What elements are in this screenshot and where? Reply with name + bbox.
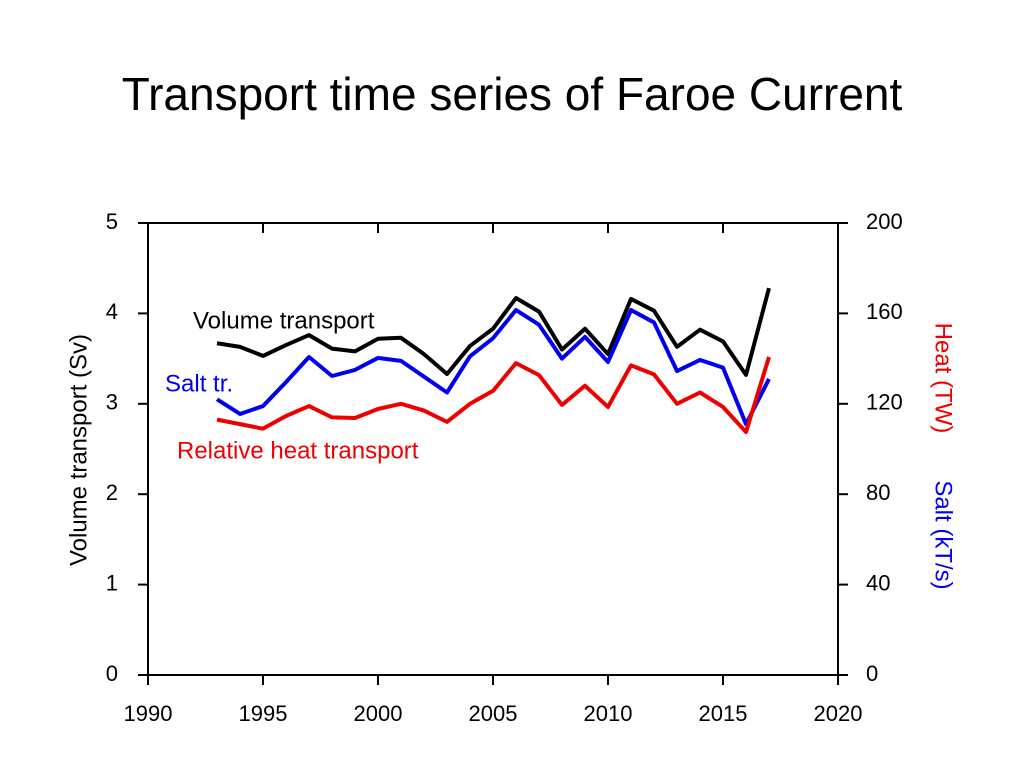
y2-tick-label: 0	[866, 661, 878, 686]
y2-axis-label-salt: Salt (kT/s)	[930, 480, 957, 589]
x-tick-label: 2000	[354, 701, 403, 726]
y2-tick-label: 120	[866, 390, 903, 415]
series-line	[215, 308, 771, 427]
y-tick-label: 0	[106, 661, 118, 686]
x-tick-label: 2010	[584, 701, 633, 726]
y-tick-label: 5	[106, 209, 118, 234]
y-tick-label: 4	[106, 299, 118, 324]
y-axis-label: Volume transport (Sv)	[65, 334, 92, 566]
series-line	[216, 287, 771, 377]
y2-tick-label: 200	[866, 209, 903, 234]
y-tick-label: 2	[106, 480, 118, 505]
series-label: Salt tr.	[165, 370, 233, 397]
series-label: Volume transport	[193, 307, 375, 334]
y2-tick-label: 160	[866, 299, 903, 324]
y2-tick-label: 40	[866, 570, 890, 595]
y2-tick-label: 80	[866, 480, 890, 505]
y-tick-label: 3	[106, 390, 118, 415]
x-tick-label: 2020	[814, 701, 863, 726]
x-tick-label: 1995	[239, 701, 288, 726]
y2-axis-label-heat: Heat (TW)	[930, 323, 957, 434]
slide-title: Transport time series of Faroe Current	[122, 68, 903, 120]
y-tick-label: 1	[106, 570, 118, 595]
x-tick-label: 2015	[699, 701, 748, 726]
x-tick-label: 2005	[469, 701, 518, 726]
series-label: Relative heat transport	[177, 437, 419, 464]
x-tick-label: 1990	[124, 701, 173, 726]
series-line	[216, 356, 771, 435]
